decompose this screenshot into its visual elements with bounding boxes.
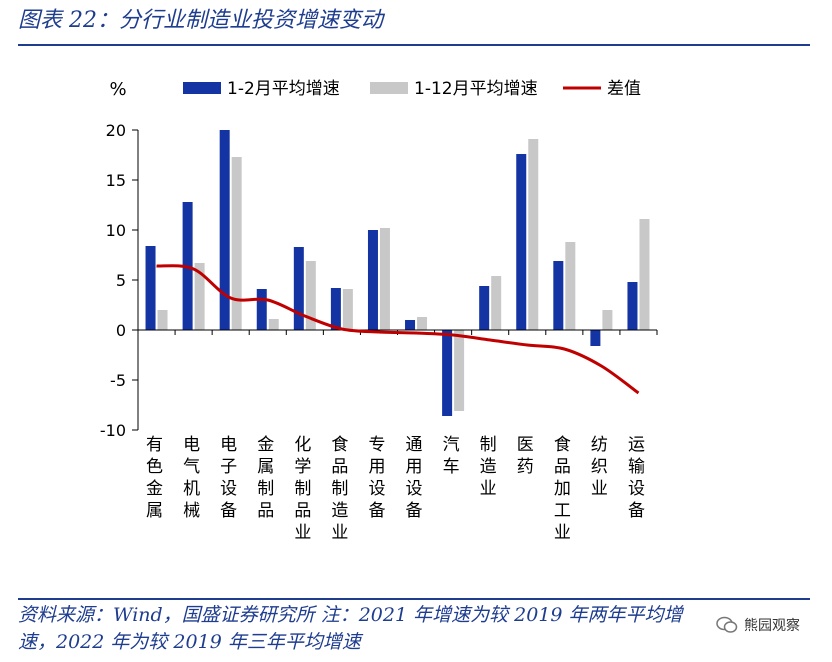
category-label: 电子设备 (220, 435, 237, 521)
wechat-icon (716, 616, 738, 633)
y-tick-label: -10 (100, 421, 126, 440)
category-label: 纺织业 (591, 435, 608, 499)
category-label: 金属制品 (257, 435, 274, 521)
legend: 1-2月平均增速 1-12月平均增速 差值 (183, 79, 641, 99)
y-tick-label: 10 (106, 221, 126, 240)
bars (145, 130, 650, 416)
bar-1-12m (602, 310, 613, 330)
category-label: 有色金属 (146, 435, 163, 521)
bar-1-12m (342, 289, 353, 330)
legend-item-1-12m-swatch (370, 82, 408, 94)
bar-1-12m (268, 319, 279, 330)
diff-line (156, 264, 640, 395)
category-label: 医药 (517, 435, 534, 477)
category-label: 电气机械 (183, 435, 200, 521)
category-label: 制造业 (480, 435, 497, 499)
bar-1-12m (491, 276, 502, 330)
watermark: 熊园观察 (712, 613, 804, 637)
bar-1-2m (367, 230, 378, 330)
figure-title: 图表 22：分行业制造业投资增速变动 (18, 8, 383, 33)
category-labels: 有色金属 电气机械 电子设备 金属制品 化学制品业 食品制造业 专用设备 通用设备 汽车 制造业 医… (146, 435, 645, 543)
bar-1-12m (417, 317, 428, 330)
bar-1-12m (379, 228, 390, 330)
source-note: 资料来源：Wind，国盛证券研究所 注：2021 年增速为较 2019 年两年平… (18, 604, 683, 653)
legend-item-diff-label: 差值 (607, 79, 641, 99)
bar-1-12m (231, 157, 242, 330)
bar-1-2m (442, 330, 453, 416)
source-rule (18, 598, 810, 600)
bar-1-2m (516, 154, 527, 330)
category-label: 食品制造业 (331, 435, 348, 543)
bar-1-12m (639, 219, 650, 330)
chart-canvas: % 1-2月平均增速 1-12月平均增速 差值 20 15 10 5 0 -5 -10 有色金属… (100, 79, 658, 543)
bar-1-2m (553, 261, 564, 330)
bar-1-12m (528, 139, 539, 330)
bar-1-12m (157, 310, 168, 330)
y-tick-label: 0 (116, 321, 126, 340)
bar-1-2m (330, 288, 341, 330)
category-label: 食品加工业 (554, 435, 571, 543)
watermark-text: 熊园观察 (744, 618, 800, 634)
category-label: 通用设备 (406, 435, 423, 521)
bar-1-2m (479, 286, 490, 330)
bar-1-12m (565, 242, 576, 330)
y-tick-label: -5 (110, 371, 126, 390)
legend-item-1-2m-label: 1-2月平均增速 (227, 79, 340, 99)
legend-item-1-2m-swatch (183, 82, 221, 94)
y-tick-label: 5 (116, 271, 126, 290)
bar-1-2m (145, 246, 156, 330)
y-tick-label: 20 (106, 121, 126, 140)
y-tick-label: 15 (106, 171, 126, 190)
category-label: 专用设备 (368, 435, 385, 521)
diff-line-group (156, 264, 640, 395)
bar-1-12m (194, 263, 205, 330)
bar-1-2m (405, 320, 416, 330)
title-rule (18, 44, 810, 46)
bar-1-2m (219, 130, 230, 330)
bar-1-12m (305, 261, 316, 330)
y-axis: 20 15 10 5 0 -5 -10 (100, 121, 139, 440)
category-label: 汽车 (443, 435, 460, 477)
bar-1-2m (256, 289, 267, 330)
bar-1-12m (454, 330, 465, 411)
category-label: 运输设备 (628, 435, 645, 521)
y-axis-unit-label: % (109, 79, 126, 100)
legend-item-1-12m-label: 1-12月平均增速 (414, 79, 538, 99)
bar-1-2m (590, 330, 601, 346)
category-label: 化学制品业 (294, 435, 311, 543)
bar-1-2m (627, 282, 638, 330)
bar-1-2m (293, 247, 304, 330)
